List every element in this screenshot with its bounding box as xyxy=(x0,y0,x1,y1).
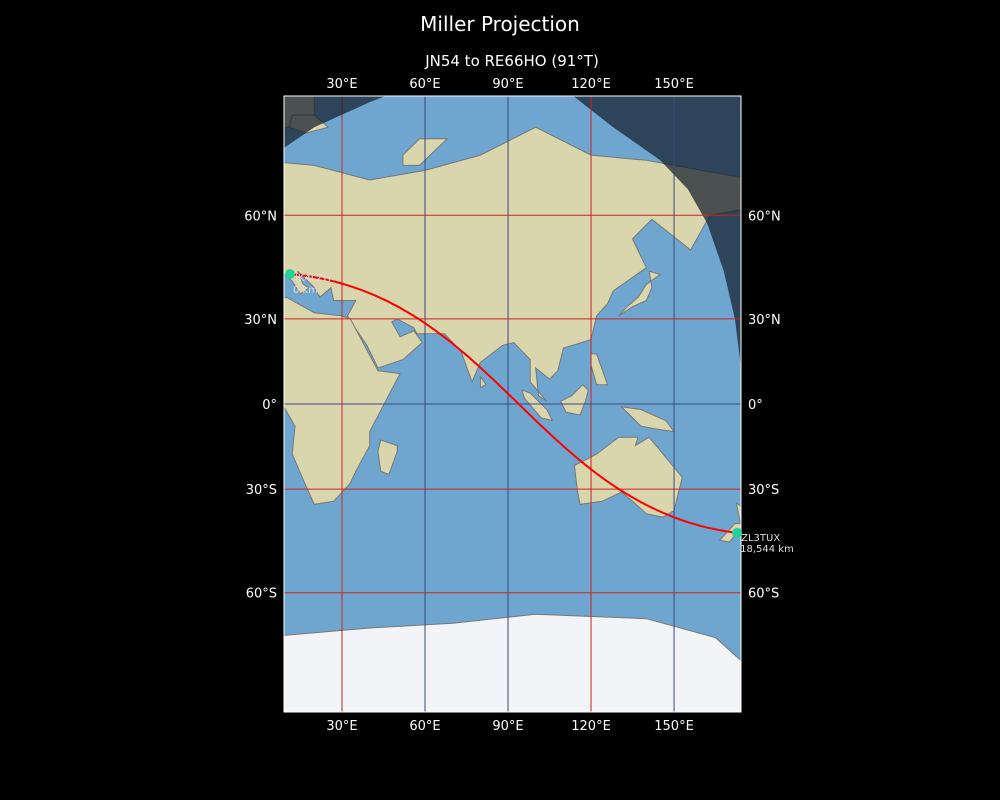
landmass-antarctica xyxy=(284,613,741,712)
landmass-borneo xyxy=(559,383,589,416)
lon-tick-label: 30°E xyxy=(326,77,357,92)
map-frame xyxy=(283,95,742,713)
lat-tick-label: 0° xyxy=(748,398,763,413)
chart-title: Miller Projection xyxy=(420,12,580,36)
lon-tick-label: 90°E xyxy=(492,719,523,734)
end-marker xyxy=(732,527,743,538)
lat-tick-label: 60°N xyxy=(748,209,781,224)
land-layer xyxy=(284,96,741,712)
lat-tick-label: 30°S xyxy=(246,483,277,498)
lat-tick-label: 30°N xyxy=(748,313,781,328)
lat-tick-label: 60°N xyxy=(244,209,277,224)
lon-tick-label: 150°E xyxy=(654,719,694,734)
great-circle-path xyxy=(289,273,738,534)
end-callsign: ZL3TUX xyxy=(741,533,780,544)
lon-tick-label: 90°E xyxy=(492,77,523,92)
lon-tick-label: 60°E xyxy=(409,77,440,92)
graticule xyxy=(284,96,741,712)
landmass-eurasia xyxy=(284,126,741,402)
lon-tick-label: 30°E xyxy=(326,719,357,734)
end-distance: 18,544 km xyxy=(740,544,794,555)
night-shading-west xyxy=(284,96,386,148)
lat-tick-label: 30°S xyxy=(748,483,779,498)
landmass-newguinea xyxy=(620,406,676,433)
lon-tick-label: 60°E xyxy=(409,719,440,734)
lon-tick-label: 120°E xyxy=(571,77,611,92)
lat-tick-label: 30°N xyxy=(244,313,277,328)
lat-tick-label: 60°S xyxy=(246,587,277,602)
landmass-sumatra xyxy=(521,389,554,422)
lat-tick-label: 60°S xyxy=(748,587,779,602)
start-marker xyxy=(284,269,295,280)
start-distance: 0 km xyxy=(293,285,318,296)
start-callsign: IK4LZH xyxy=(295,273,331,284)
lon-tick-label: 150°E xyxy=(654,77,694,92)
lon-tick-label: 120°E xyxy=(571,719,611,734)
landmass-japan xyxy=(618,270,662,317)
landmass-srilanka xyxy=(479,374,487,389)
landmass-madagascar xyxy=(377,439,398,475)
lat-tick-label: 0° xyxy=(262,398,277,413)
night-shading xyxy=(573,96,741,372)
chart-subtitle: JN54 to RE66HO (91°T) xyxy=(425,52,599,70)
